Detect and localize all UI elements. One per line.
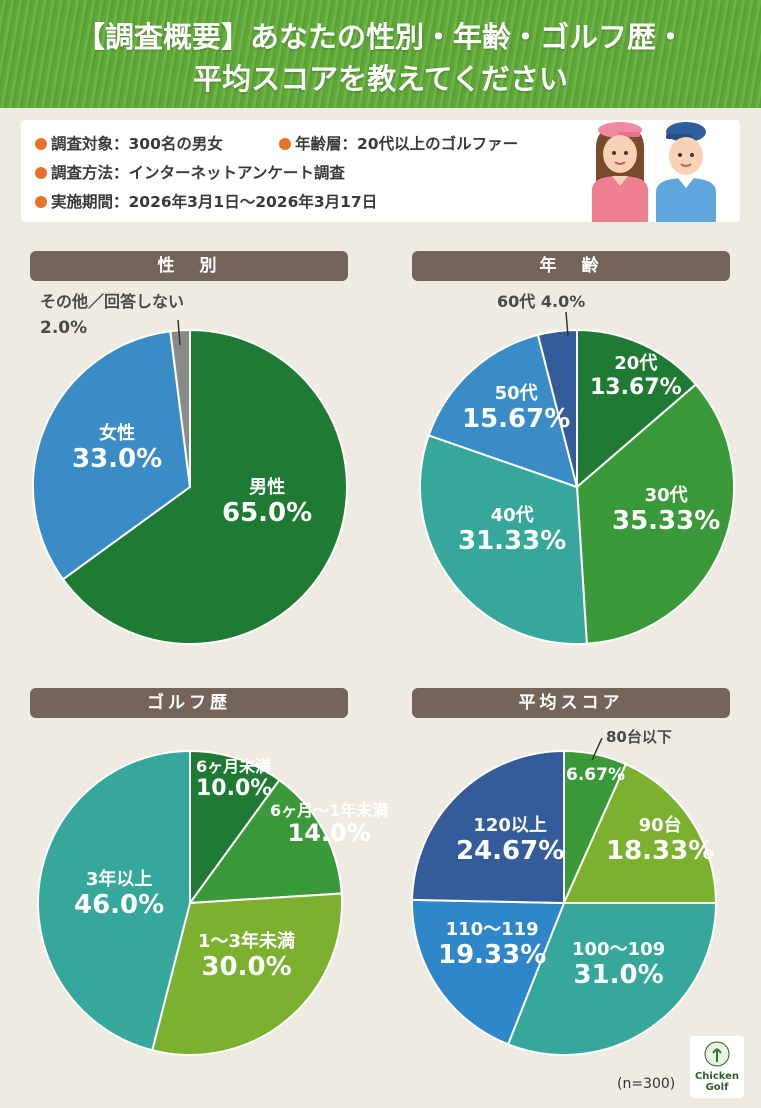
chicken-logo-icon bbox=[704, 1041, 730, 1067]
section-label-avg-score: 平均スコア bbox=[412, 688, 730, 718]
golfer-couple-illustration bbox=[592, 122, 716, 222]
score-110-119-label: 110～119 19.33% bbox=[438, 919, 547, 970]
score-110-119-slice bbox=[411, 898, 566, 1046]
age-60s-label: 60代 4.0% bbox=[497, 292, 586, 311]
gender-other-label: その他／回答しない bbox=[40, 292, 185, 311]
score-90s-slice bbox=[562, 762, 718, 904]
logo-text-line2: Golf bbox=[705, 1082, 729, 1093]
gender-other-leader-line bbox=[177, 319, 181, 346]
age-50s-label: 50代 15.67% bbox=[462, 383, 571, 434]
gender-female-slice bbox=[32, 330, 192, 581]
gender-other-value: 2.0% bbox=[40, 318, 88, 338]
golf-1-3y-slice bbox=[150, 892, 343, 1056]
bullet-dot-icon bbox=[279, 138, 291, 150]
page-title-line2: 平均スコアを教えてください bbox=[193, 62, 568, 96]
age-60s-leader-line bbox=[565, 311, 569, 337]
bullet-dot-icon bbox=[35, 167, 47, 179]
age-20s-slice bbox=[576, 328, 698, 490]
score-120plus-slice bbox=[411, 749, 565, 905]
score-80s-outer-label: 80台以下 bbox=[606, 728, 672, 746]
survey-target: 調査対象：300名の男女 bbox=[35, 132, 223, 154]
score-100-109-slice bbox=[506, 902, 718, 1056]
survey-method: 調査方法：インターネットアンケート調査 bbox=[35, 161, 345, 183]
survey-info-box: 調査対象：300名の男女 年齢層：20代以上のゴルファー 調査方法：インターネッ… bbox=[21, 120, 740, 222]
bullet-dot-icon bbox=[35, 138, 47, 150]
age-30s-slice bbox=[575, 383, 735, 645]
survey-age-range: 年齢層：20代以上のゴルファー bbox=[279, 132, 518, 154]
page-title-line1: 【調査概要】あなたの性別・年齢・ゴルフ歴・ bbox=[75, 20, 685, 54]
golf-6m-1y-slice bbox=[187, 778, 343, 905]
age-40s-label: 40代 31.33% bbox=[458, 505, 567, 556]
score-90s-label: 90台 18.33% bbox=[606, 815, 715, 866]
golf-under6m-slice bbox=[189, 749, 281, 907]
score-100-109-label: 100～109 31.0% bbox=[572, 939, 666, 990]
score-80s-leader-line bbox=[591, 737, 603, 761]
age-40s-slice bbox=[419, 434, 588, 645]
score-120plus-label: 120以上 24.67% bbox=[456, 815, 565, 866]
golf-under6m-label: 6ヶ月未満 10.0% bbox=[196, 757, 273, 802]
golf-1-3y-label: 1～3年未満 30.0% bbox=[198, 931, 296, 982]
sample-size-label: (n=300) bbox=[617, 1076, 676, 1092]
survey-period: 実施期間：2026年3月1日～2026年3月17日 bbox=[35, 190, 377, 212]
bullet-dot-icon bbox=[35, 196, 47, 208]
golf-6m-1y-label: 6ヶ月～1年未満 14.0% bbox=[270, 801, 389, 848]
age-30s-label: 30代 35.33% bbox=[612, 485, 721, 536]
gender-male-label: 男性 65.0% bbox=[222, 477, 313, 528]
age-50s-slice bbox=[427, 333, 579, 489]
golf-over3y-slice bbox=[37, 749, 191, 1052]
age-20s-label: 20代 13.67% bbox=[590, 353, 682, 400]
golf-over3y-label: 3年以上 46.0% bbox=[74, 869, 165, 920]
logo-text-line1: Chicken bbox=[694, 1071, 740, 1082]
chicken-golf-logo: Chicken Golf bbox=[690, 1036, 744, 1098]
gender-male-slice bbox=[61, 328, 348, 645]
score-80s-value: 6.67% bbox=[566, 765, 625, 785]
age-60s-slice bbox=[536, 328, 578, 488]
gender-female-label: 女性 33.0% bbox=[72, 423, 163, 474]
header-banner: 【調査概要】あなたの性別・年齢・ゴルフ歴・ 平均スコアを教えてください bbox=[0, 0, 761, 108]
section-label-age: 年 齢 bbox=[412, 251, 730, 281]
section-label-gender: 性 別 bbox=[30, 251, 348, 281]
section-label-golf-history: ゴルフ歴 bbox=[30, 688, 348, 718]
gender-other-slice bbox=[169, 328, 191, 488]
